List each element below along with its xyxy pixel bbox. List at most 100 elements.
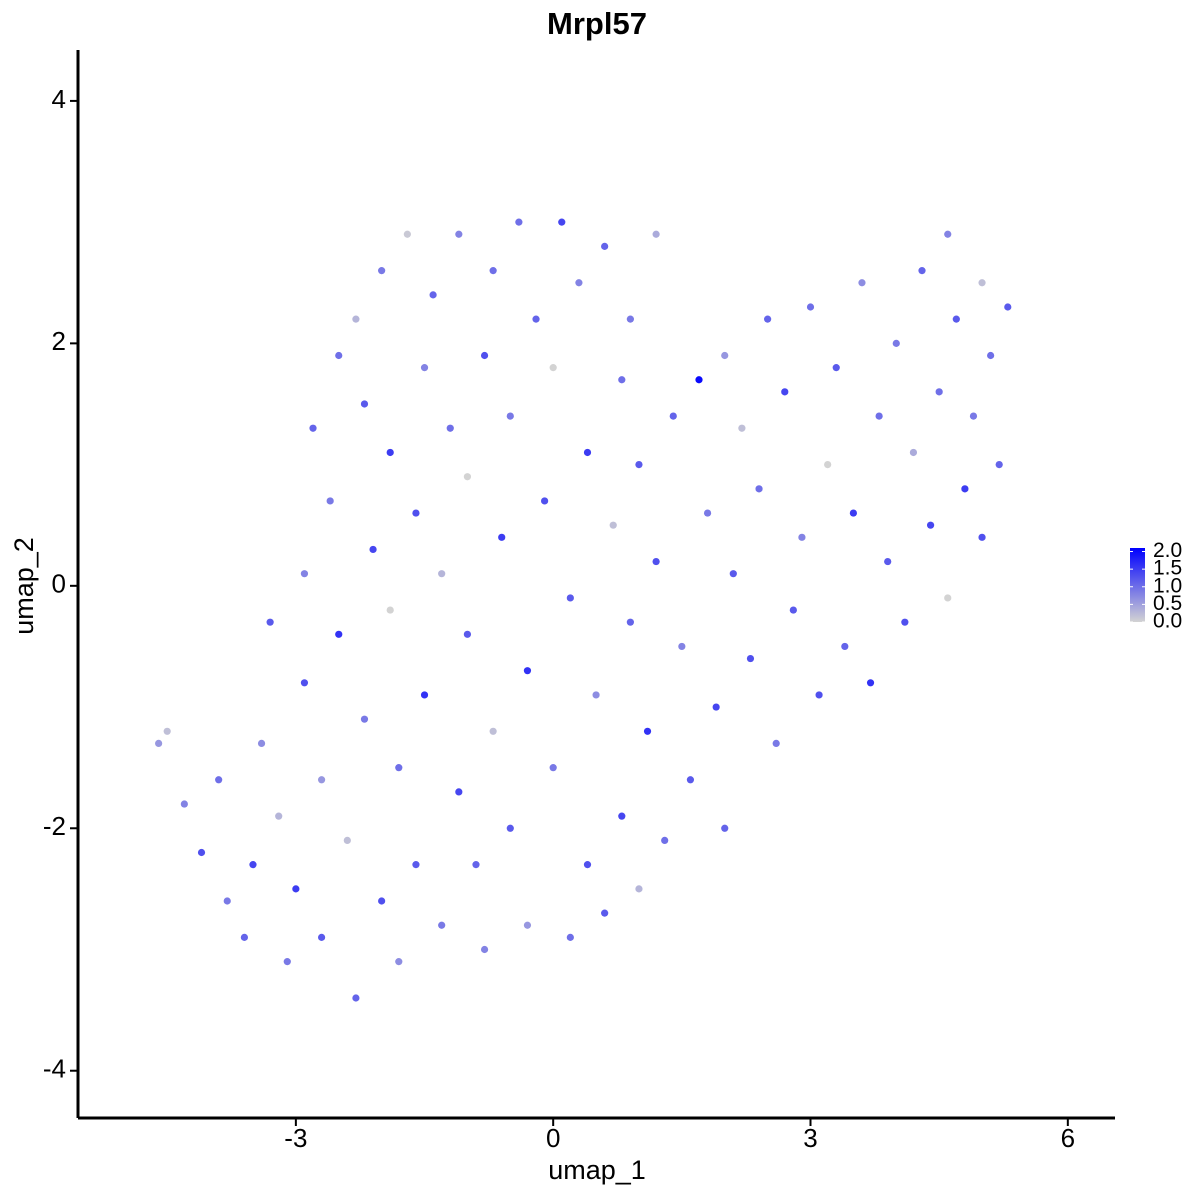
point <box>738 424 746 432</box>
y-tick-label: 2 <box>52 326 66 356</box>
point <box>369 545 377 554</box>
point <box>420 691 429 699</box>
point <box>781 388 789 396</box>
point <box>712 703 720 711</box>
colorbar-label: 0.0 <box>1153 610 1182 633</box>
point <box>446 424 454 432</box>
x-axis-label: umap_1 <box>548 1155 646 1185</box>
point <box>300 679 309 687</box>
point <box>523 667 532 675</box>
point <box>412 509 420 517</box>
point <box>532 315 540 323</box>
point <box>249 861 257 869</box>
point <box>944 230 952 238</box>
point <box>343 836 351 844</box>
point <box>386 448 394 457</box>
point <box>926 521 935 529</box>
point <box>729 570 737 578</box>
point <box>772 739 780 748</box>
y-tick-label: 0 <box>52 569 66 599</box>
point <box>352 994 360 1002</box>
x-tick-label: 6 <box>1061 1123 1075 1153</box>
point <box>661 836 669 844</box>
point <box>317 776 326 784</box>
point <box>420 364 429 372</box>
point <box>1004 303 1012 311</box>
point <box>583 861 592 869</box>
point <box>480 945 489 954</box>
point <box>395 958 403 966</box>
point <box>721 351 729 360</box>
colorbar <box>1130 548 1145 622</box>
point <box>480 351 489 360</box>
point <box>429 291 437 299</box>
colorbar-label: 1.5 <box>1153 557 1182 580</box>
point <box>884 557 892 566</box>
point <box>378 267 386 275</box>
point <box>892 339 900 347</box>
point <box>695 376 703 384</box>
point <box>849 509 857 517</box>
point <box>197 848 206 857</box>
point <box>746 654 755 663</box>
point <box>909 448 918 457</box>
point <box>335 351 343 360</box>
point <box>755 485 763 493</box>
point <box>386 606 394 614</box>
point <box>987 351 995 360</box>
point <box>558 218 566 226</box>
point <box>180 800 188 808</box>
point <box>335 630 343 638</box>
point <box>326 497 334 505</box>
point <box>455 788 463 796</box>
colorbar-label: 0.5 <box>1153 592 1182 615</box>
point <box>472 861 480 869</box>
point <box>403 230 411 238</box>
point <box>498 533 506 541</box>
point <box>489 267 497 275</box>
colorbar-label: 1.0 <box>1153 574 1182 597</box>
point <box>266 618 274 626</box>
y-axis-label: umap_2 <box>9 537 39 635</box>
point <box>626 315 634 323</box>
point <box>618 812 626 820</box>
point <box>412 861 420 869</box>
x-tick-label: 0 <box>546 1123 560 1153</box>
point <box>961 485 969 493</box>
point <box>583 448 592 457</box>
point <box>609 521 617 529</box>
point <box>669 412 677 420</box>
point <box>652 230 660 238</box>
y-tick-label: 4 <box>52 84 66 114</box>
point <box>515 218 523 226</box>
colorbar-label: 2.0 <box>1153 539 1182 562</box>
x-tick-label: 3 <box>803 1123 817 1153</box>
point <box>978 279 986 287</box>
point <box>918 267 926 275</box>
point <box>901 618 909 626</box>
point <box>438 570 446 578</box>
point <box>489 727 497 735</box>
point <box>506 412 514 420</box>
point <box>832 364 840 372</box>
point <box>875 412 883 420</box>
point <box>618 376 626 384</box>
point <box>789 606 797 614</box>
point <box>686 776 695 784</box>
point <box>952 315 960 323</box>
point <box>601 909 609 917</box>
point <box>438 921 446 929</box>
point <box>935 388 943 396</box>
point <box>978 533 986 541</box>
point <box>824 460 832 469</box>
point <box>309 424 317 432</box>
point <box>360 715 369 723</box>
point <box>463 630 472 638</box>
point <box>601 242 609 250</box>
point <box>463 473 472 481</box>
point <box>764 315 772 323</box>
point <box>866 679 875 687</box>
point <box>215 776 223 784</box>
point <box>292 885 300 893</box>
